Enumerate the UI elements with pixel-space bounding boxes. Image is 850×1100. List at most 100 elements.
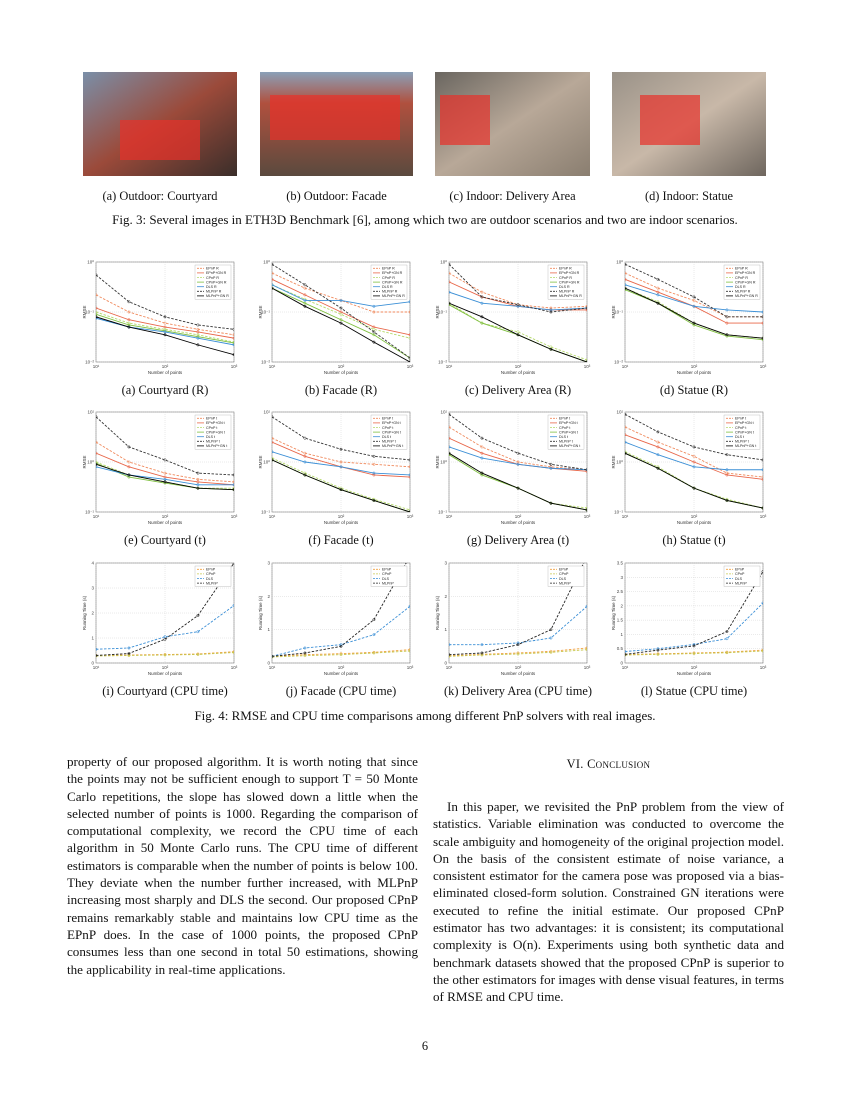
marker	[761, 310, 763, 314]
marker	[232, 473, 234, 477]
x-tick-label: 10³	[584, 514, 591, 519]
chart: 10¹ 10² 10³ 0 1 2 3 Number of points Running Tim…	[435, 561, 591, 677]
legend-label: CPnP+GN R	[206, 280, 227, 284]
marker	[127, 318, 131, 322]
marker	[549, 628, 553, 632]
y-axis-label: RMSE	[611, 455, 616, 468]
x-axis-label: Number of points	[677, 370, 712, 375]
marker	[408, 333, 410, 337]
x-tick-label: 10¹	[622, 364, 629, 369]
legend-label: CPnP t	[559, 426, 570, 430]
marker	[625, 262, 627, 266]
marker	[372, 333, 376, 337]
x-tick-label: 10²	[338, 514, 345, 519]
x-tick-label: 10²	[162, 364, 169, 369]
series-line	[449, 446, 587, 471]
marker	[449, 445, 451, 449]
marker	[480, 471, 484, 475]
x-tick-label: 10¹	[446, 364, 453, 369]
series-line	[625, 434, 763, 480]
marker	[272, 450, 274, 454]
marker	[127, 325, 131, 329]
legend-label: CPnP R	[559, 276, 572, 280]
marker	[725, 499, 729, 502]
marker	[656, 648, 660, 652]
subfigure-caption: (b) Outdoor: Facade	[286, 189, 387, 203]
marker	[196, 336, 200, 340]
marker	[408, 473, 410, 477]
marker	[339, 318, 343, 322]
y-tick-label: 10⁰	[87, 460, 94, 465]
marker	[127, 300, 131, 304]
x-tick-label: 10¹	[622, 665, 629, 670]
marker	[372, 473, 376, 477]
marker	[232, 333, 234, 337]
series-line	[625, 413, 763, 461]
x-tick-label: 10²	[338, 665, 345, 670]
x-tick-label: 10¹	[446, 665, 453, 670]
marker	[372, 462, 376, 466]
marker	[339, 488, 343, 492]
chart: 10¹ 10² 10³ 10⁻² 10⁻¹ 10⁰ Number of points RMSE…	[258, 260, 414, 376]
marker	[585, 469, 587, 473]
legend-label: EPnP+GN R	[206, 271, 227, 275]
marker	[480, 451, 484, 455]
marker	[163, 471, 167, 475]
marker	[692, 295, 696, 299]
marker	[96, 415, 98, 419]
x-tick-label: 10¹	[269, 665, 276, 670]
x-tick-label: 10²	[691, 665, 698, 670]
y-tick-label: 1	[620, 632, 623, 637]
marker	[272, 440, 274, 444]
marker	[127, 460, 131, 464]
series-line	[272, 457, 410, 511]
legend-label: CPnP	[559, 572, 569, 576]
series-line	[625, 287, 763, 339]
marker	[96, 440, 98, 444]
marker	[761, 506, 763, 510]
marker	[339, 644, 343, 648]
marker	[761, 338, 763, 342]
marker	[196, 630, 200, 634]
marker	[625, 440, 627, 444]
series-line	[272, 278, 410, 336]
series-line	[272, 650, 410, 658]
marker	[549, 466, 553, 470]
legend-label: EPnP+GN R	[382, 271, 403, 275]
x-tick-label: 10¹	[93, 364, 100, 369]
subfigure-caption: (j) Facade (CPU time)	[285, 684, 397, 698]
y-tick-label: 10⁰	[440, 260, 447, 265]
x-tick-label: 10¹	[93, 665, 100, 670]
subfigure-caption: (k) Delivery Area (CPU time)	[444, 684, 592, 698]
marker	[196, 614, 200, 617]
marker	[196, 333, 200, 337]
series-group	[449, 563, 587, 658]
marker	[408, 649, 410, 653]
y-tick-label: 10⁻²	[261, 360, 270, 365]
chart: 10¹ 10² 10³ 10⁻² 10⁻¹ 10⁰ Number of points RMSE…	[611, 260, 767, 376]
marker	[127, 652, 131, 655]
marker	[725, 637, 729, 641]
series-group	[272, 415, 410, 512]
y-tick-label: 2.5	[617, 589, 624, 594]
x-tick-label: 10¹	[446, 514, 453, 519]
x-tick-label: 10³	[760, 364, 767, 369]
marker	[725, 471, 729, 475]
series-line	[96, 652, 234, 657]
y-tick-label: 10⁰	[263, 260, 270, 265]
marker	[372, 304, 376, 308]
subfigure-caption: (c) Indoor: Delivery Area	[449, 189, 576, 203]
x-tick-label: 10¹	[93, 514, 100, 519]
marker	[449, 290, 451, 294]
marker	[409, 555, 411, 557]
legend-label: DLS t	[206, 435, 215, 439]
legend-label: DLS R	[206, 285, 217, 289]
marker	[625, 288, 627, 292]
legend-label: CPnP R	[206, 276, 219, 280]
x-tick-label: 10³	[407, 665, 414, 670]
y-axis-label: RMSE	[258, 455, 263, 468]
marker	[692, 644, 696, 648]
marker	[408, 458, 410, 462]
legend-label: DLS R	[735, 285, 746, 289]
